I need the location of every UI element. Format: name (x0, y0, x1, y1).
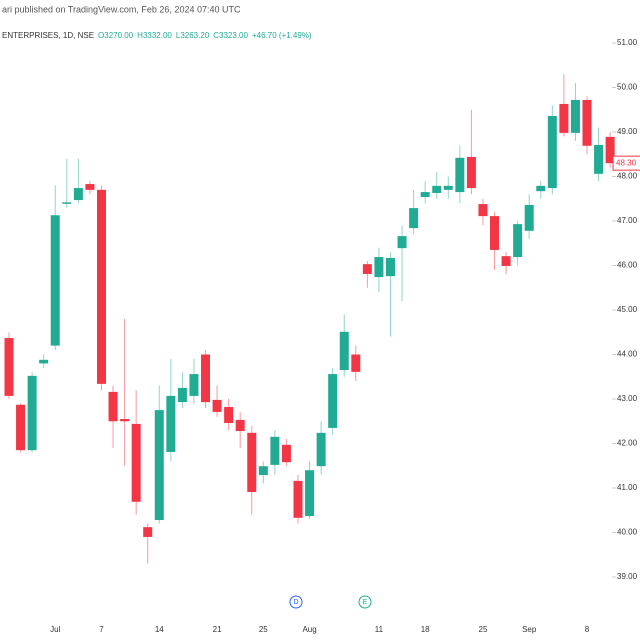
y-tick-label: 50.00 (617, 83, 638, 92)
last-price-label: 48.30 (616, 158, 637, 167)
x-tick-label: 11 (375, 625, 384, 634)
candle-body (189, 374, 199, 396)
legend-item: C3323.00 (213, 31, 248, 40)
legend-item: O3270.00 (98, 31, 134, 40)
candle-body (570, 99, 580, 133)
candle-body (536, 185, 546, 192)
candle-body (258, 466, 268, 476)
candle-body (85, 184, 95, 190)
y-tick-label: 42.00 (617, 439, 638, 448)
x-tick-label: Jul (50, 625, 60, 634)
candle-body (339, 331, 349, 371)
y-tick-label: 45.00 (617, 305, 638, 314)
candle-body (351, 354, 361, 372)
candle-body (432, 185, 442, 193)
candle-body (39, 359, 49, 364)
candle-body (328, 374, 338, 428)
y-tick-label: 51.00 (617, 38, 638, 47)
candle-body (478, 204, 488, 217)
candle-body (96, 189, 106, 384)
candle-body (501, 256, 511, 266)
y-tick-label: 48.00 (617, 172, 638, 181)
x-tick-label: 25 (259, 625, 268, 634)
event-label[interactable]: D (293, 599, 298, 606)
x-tick-label: Sep (522, 625, 537, 634)
last-price-box (612, 155, 640, 171)
candle-body (362, 264, 372, 274)
y-tick-label: 46.00 (617, 261, 638, 270)
candle-body (212, 399, 222, 412)
candle-body (582, 99, 592, 146)
candle-body (466, 156, 476, 189)
candle-body (177, 387, 187, 403)
event-label[interactable]: E (363, 599, 368, 606)
candle-body (605, 136, 615, 164)
candle-body (293, 480, 303, 518)
candle-body (397, 236, 407, 249)
y-tick-label: 47.00 (617, 216, 638, 225)
candle-body (490, 216, 500, 250)
legend-item: H3332.00 (137, 31, 172, 40)
candle-body (385, 257, 395, 277)
y-tick-label: 41.00 (617, 483, 638, 492)
candle-body (524, 204, 534, 231)
legend: ENTERPRISES, 1D, NSE O3270.00 H3332.00 L326… (2, 31, 312, 40)
candle-body (120, 419, 130, 422)
candle-body (4, 338, 14, 396)
header: ari published on TradingView.com, Feb 26… (2, 4, 241, 14)
candle-body (420, 192, 430, 197)
x-tick-label: Aug (302, 625, 316, 634)
y-tick-label: 43.00 (617, 394, 638, 403)
candle-body (50, 215, 60, 346)
event-marker[interactable] (358, 595, 372, 609)
candle-body (235, 419, 245, 432)
y-tick-label: 49.00 (617, 127, 638, 136)
candle-body (27, 375, 37, 451)
y-tick-label: 40.00 (617, 528, 638, 537)
candle-body (224, 407, 234, 424)
x-tick-label: 8 (585, 625, 590, 634)
x-tick-label: 18 (421, 625, 430, 634)
candle-body (166, 395, 176, 452)
candle-body (201, 354, 211, 403)
legend-item: ENTERPRISES, 1D, NSE (2, 31, 94, 40)
candle-body (108, 391, 118, 422)
candle-body (270, 436, 280, 465)
y-tick-label: 44.00 (617, 350, 638, 359)
legend-item: +46.70 (+1.49%) (252, 31, 312, 40)
candle-body (374, 257, 384, 278)
candle-body (547, 115, 557, 189)
candle-body (559, 103, 569, 133)
candle-body (62, 202, 72, 204)
candle-body (305, 470, 315, 517)
candle-body (154, 410, 164, 521)
candle-body (131, 423, 141, 502)
candle-body (513, 224, 523, 258)
candle-body (73, 188, 83, 201)
candle-body (409, 208, 419, 229)
candle-body (281, 444, 291, 463)
candle-body (316, 432, 326, 467)
candle-body (247, 432, 257, 493)
x-tick-label: 14 (155, 625, 164, 634)
x-tick-label: 25 (479, 625, 488, 634)
event-marker[interactable] (289, 595, 303, 609)
x-tick-label: 21 (213, 625, 222, 634)
legend-item: L3263.20 (176, 31, 210, 40)
candle-body (443, 185, 453, 190)
candle-body (143, 527, 153, 537)
y-tick-label: 39.00 (617, 572, 638, 581)
candle-body (594, 144, 604, 174)
candle-body (16, 404, 26, 451)
candle-body (455, 157, 465, 193)
x-tick-label: 7 (99, 625, 104, 634)
